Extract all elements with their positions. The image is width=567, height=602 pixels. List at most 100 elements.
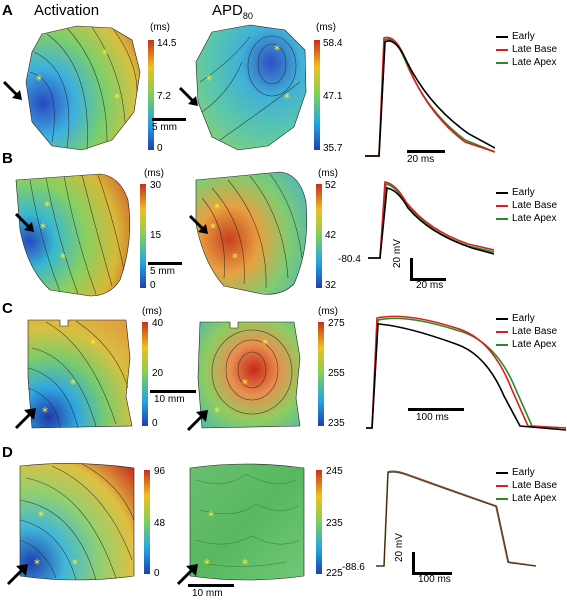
colorbar-mid-act-c: 20 <box>152 368 164 379</box>
svg-text:*: * <box>72 557 78 571</box>
svg-text:*: * <box>40 221 46 235</box>
svg-text:*: * <box>274 43 280 57</box>
colorbar-max-apd-b: 52 <box>325 180 337 191</box>
arrow-b-act <box>14 212 34 232</box>
svg-text:*: * <box>204 557 210 571</box>
time-label-c: 100 ms <box>416 412 449 423</box>
colorbar-mid-apd-c: 255 <box>328 368 345 379</box>
legend-label: Late Apex <box>512 493 557 504</box>
legend-entry: Late Base <box>496 199 557 212</box>
legend-swatch <box>496 191 508 194</box>
colorbar-mid-act-b: 15 <box>150 230 162 241</box>
apd-header: APD80 <box>212 2 253 21</box>
colorbar-mid-apd-d: 235 <box>326 518 343 529</box>
colorbar-max-act-d: 96 <box>154 466 166 477</box>
svg-text:*: * <box>214 201 220 215</box>
svg-text:*: * <box>242 557 248 571</box>
svg-text:*: * <box>242 377 248 391</box>
apd-map-d: * * * <box>189 463 305 581</box>
trace-b <box>368 181 494 259</box>
colorbar-max-apd-c: 275 <box>328 318 345 329</box>
time-label-a: 20 ms <box>407 154 435 165</box>
apd-header-sub: 80 <box>242 11 253 21</box>
legend-swatch <box>496 330 508 333</box>
panel-label-a: A <box>2 2 13 19</box>
colorbar-act-b <box>140 184 146 288</box>
activation-header: Activation <box>34 2 100 19</box>
arrow-a-apd <box>178 86 198 106</box>
svg-text:*: * <box>70 377 76 391</box>
colorbar-unit-apd-c: (ms) <box>318 306 338 317</box>
colorbar-mid-act-a: 7.2 <box>157 91 171 102</box>
svg-text:*: * <box>44 199 50 213</box>
arrow-c-apd <box>186 410 208 432</box>
colorbar-unit-apd-a: (ms) <box>316 22 336 33</box>
trace-min-b: -80.4 <box>338 254 361 265</box>
legend-label: Early <box>512 467 535 478</box>
legend-c: Early Late Base Late Apex <box>496 312 557 351</box>
arrow-c-act <box>14 408 36 430</box>
time-label-b: 20 ms <box>416 280 444 291</box>
apd-map-a: * * * <box>195 24 307 151</box>
legend-label: Late Base <box>512 480 558 491</box>
activation-map-b: * * * <box>15 173 131 297</box>
legend-entry: Late Apex <box>496 56 557 69</box>
legend-entry: Early <box>496 30 557 43</box>
svg-text:*: * <box>232 251 238 265</box>
arrow-a-act <box>2 80 22 100</box>
scale-bar-b <box>148 262 182 265</box>
svg-text:*: * <box>36 73 42 87</box>
legend-label: Late Base <box>512 326 558 337</box>
legend-swatch <box>496 484 508 487</box>
colorbar-max-act-c: 40 <box>152 318 164 329</box>
svg-text:*: * <box>284 91 290 105</box>
legend-swatch <box>496 35 508 38</box>
apd-header-main: APD <box>212 2 243 19</box>
legend-entry: Late Base <box>496 479 557 492</box>
colorbar-unit-act-b: (ms) <box>144 168 164 179</box>
trace-min-d: -88.6 <box>342 562 365 573</box>
legend-a: Early Late Base Late Apex <box>496 30 557 69</box>
svg-text:*: * <box>206 73 212 87</box>
colorbar-min-act-c: 0 <box>152 418 158 429</box>
scale-bar-c <box>150 390 196 393</box>
colorbar-apd-a <box>314 40 320 150</box>
colorbar-min-apd-b: 32 <box>325 280 337 291</box>
legend-entry: Late Base <box>496 43 557 56</box>
legend-label: Early <box>512 187 535 198</box>
activation-map-a: * * * <box>25 25 141 151</box>
colorbar-min-act-b: 0 <box>150 280 156 291</box>
time-bar-c <box>408 408 464 411</box>
colorbar-mid-apd-a: 47.1 <box>323 91 343 102</box>
colorbar-act-a <box>148 40 154 150</box>
colorbar-apd-c <box>318 322 324 426</box>
time-label-d: 100 ms <box>418 574 451 585</box>
legend-label: Late Apex <box>512 213 557 224</box>
trace-d <box>376 470 536 567</box>
colorbar-unit-act-a: (ms) <box>150 22 170 33</box>
colorbar-min-apd-c: 235 <box>328 418 345 429</box>
colorbar-act-d <box>144 470 150 574</box>
colorbar-max-act-a: 14.5 <box>157 38 177 49</box>
legend-entry: Late Apex <box>496 492 557 505</box>
legend-swatch <box>496 497 508 500</box>
colorbar-act-c <box>142 322 148 426</box>
legend-swatch <box>496 471 508 474</box>
svg-text:*: * <box>102 47 108 61</box>
panel-label-c: C <box>2 300 13 317</box>
colorbar-mid-act-d: 48 <box>154 518 166 529</box>
legend-label: Late Apex <box>512 339 557 350</box>
legend-entry: Late Apex <box>496 338 557 351</box>
legend-swatch <box>496 48 508 51</box>
legend-swatch <box>496 217 508 220</box>
volt-bar-b <box>410 258 413 280</box>
colorbar-mid-apd-b: 42 <box>325 230 337 241</box>
colorbar-min-act-a: 0 <box>157 143 163 154</box>
time-bar-b <box>410 278 446 281</box>
time-bar-d <box>412 572 452 575</box>
legend-swatch <box>496 343 508 346</box>
scale-label-a: 5 mm <box>152 122 177 133</box>
trace-a <box>365 36 495 157</box>
legend-swatch <box>496 61 508 64</box>
panel-label-b: B <box>2 150 13 167</box>
